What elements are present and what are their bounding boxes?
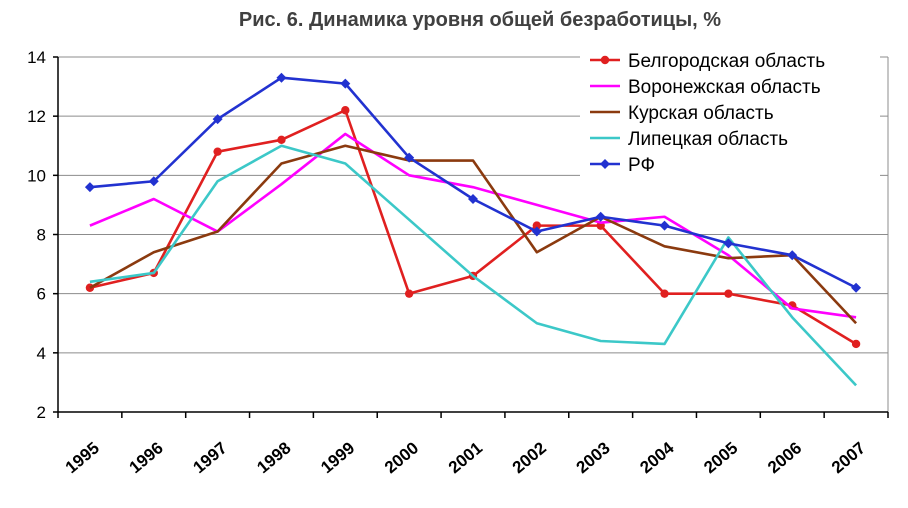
legend-item: Воронежская область	[590, 77, 821, 98]
data-point	[659, 220, 670, 231]
data-point	[532, 221, 542, 230]
legend-item: Белгородская область	[590, 51, 825, 72]
series-5	[84, 72, 862, 293]
data-point	[84, 182, 95, 193]
y-tick-label: 10	[27, 166, 46, 185]
x-tick-label: 2007	[828, 438, 869, 477]
y-tick-label: 8	[37, 226, 46, 245]
series-4	[89, 144, 858, 387]
data-point	[213, 147, 222, 156]
x-tick-label: 2000	[381, 438, 422, 477]
data-point	[723, 238, 734, 249]
data-point	[660, 289, 669, 298]
data-point	[276, 72, 287, 83]
data-point	[851, 282, 862, 293]
legend-marker	[600, 159, 610, 169]
legend-label: Липецкая область	[628, 129, 788, 150]
x-tick-label: 2005	[700, 438, 741, 477]
data-point	[468, 194, 478, 204]
chart-title: Рис. 6. Динамика уровня общей безработиц…	[239, 9, 721, 31]
data-point	[148, 176, 159, 187]
legend-item: Курская область	[590, 103, 774, 124]
series-3	[89, 144, 858, 325]
y-tick-label: 4	[37, 344, 46, 363]
x-tick-label: 1997	[189, 438, 230, 477]
data-point	[277, 135, 286, 145]
gridlines	[58, 56, 889, 412]
legend: Белгородская область Воронежская область К…	[580, 44, 880, 182]
legend-label: Белгородская область	[628, 51, 825, 72]
y-tick-label: 12	[27, 107, 46, 126]
legend-label: Курская область	[628, 103, 774, 124]
data-point	[341, 106, 350, 115]
x-tick-label: 2004	[636, 438, 678, 477]
data-point	[340, 78, 351, 89]
legend-item: Липецкая область	[590, 129, 788, 150]
data-point	[851, 339, 861, 349]
series-lines	[84, 72, 862, 387]
legend-label: Воронежская область	[628, 77, 821, 98]
x-tick-label: 1999	[317, 438, 358, 477]
x-tick-label: 2001	[445, 438, 486, 477]
data-point	[595, 211, 606, 222]
data-point	[724, 289, 733, 298]
x-tick-label: 1998	[253, 438, 294, 477]
x-tick-label: 2006	[764, 438, 805, 477]
series-line	[89, 144, 858, 325]
x-tick-label: 1996	[126, 438, 167, 477]
legend-marker	[600, 55, 610, 65]
legend-item: РФ	[590, 155, 655, 176]
x-tick-label: 2002	[509, 438, 550, 477]
series-line	[89, 144, 858, 387]
y-tick-label: 14	[27, 48, 46, 67]
x-tick-label: 1995	[62, 438, 103, 477]
legend-label: РФ	[628, 155, 655, 176]
data-point	[404, 152, 415, 163]
data-point	[404, 289, 414, 298]
data-point	[531, 226, 542, 237]
y-tick-label: 2	[37, 403, 46, 422]
y-tick-label: 6	[37, 285, 46, 304]
legend-background	[580, 44, 880, 182]
x-tick-label: 2003	[573, 438, 614, 477]
data-point	[212, 114, 223, 125]
data-point	[787, 250, 798, 261]
